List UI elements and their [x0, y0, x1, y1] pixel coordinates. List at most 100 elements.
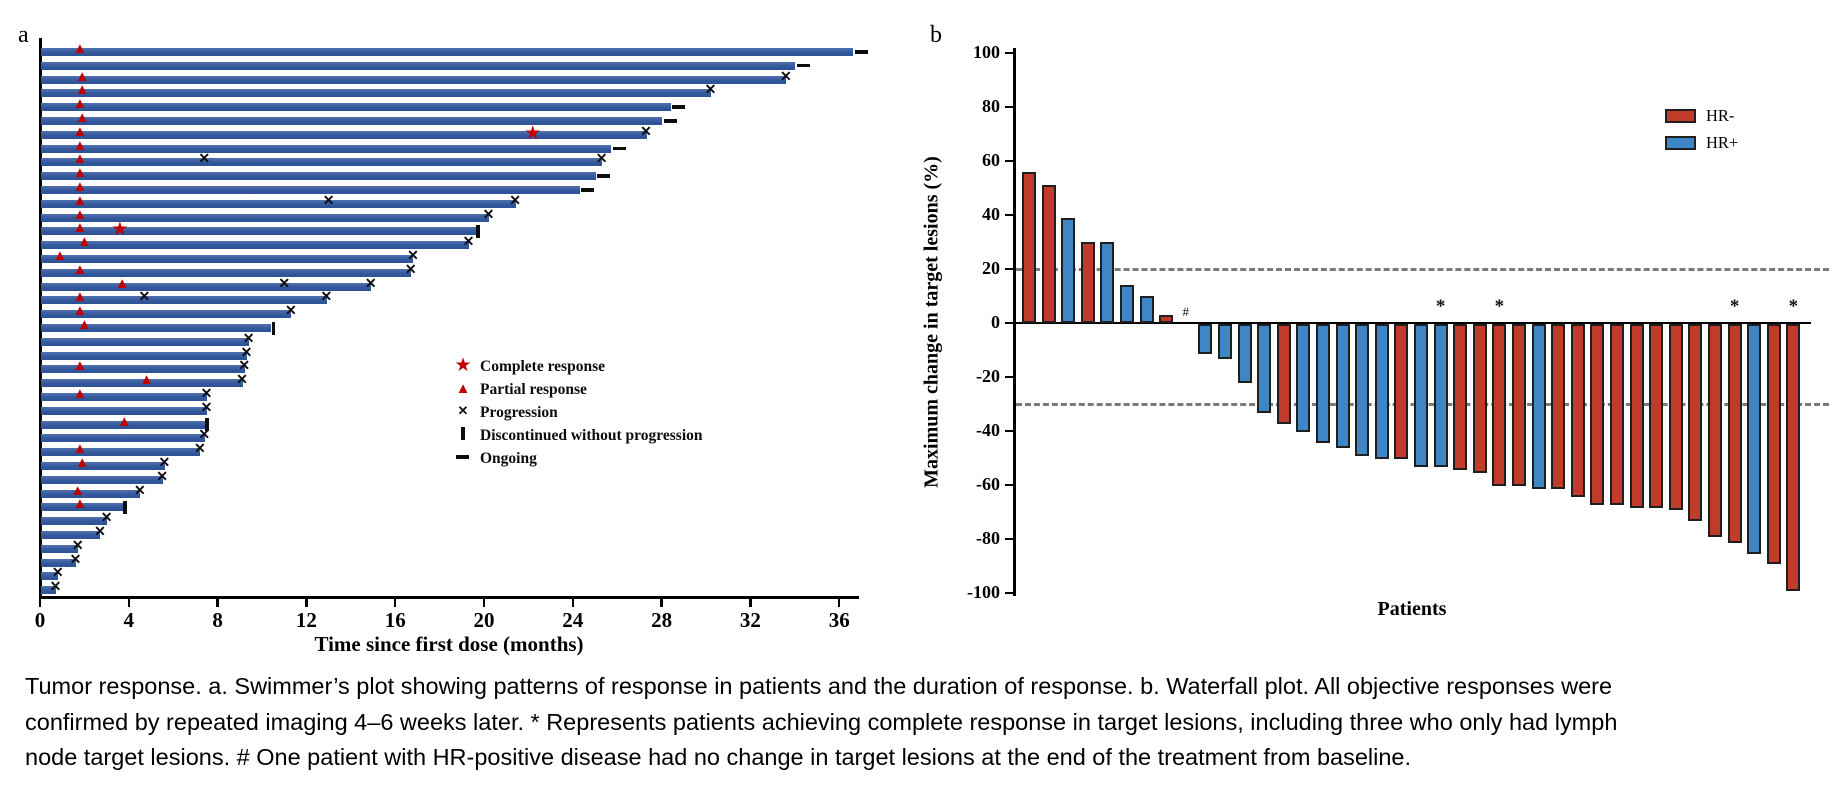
waterfall-bar — [1610, 324, 1624, 505]
waterfall-y-tick — [1005, 267, 1013, 271]
waterfall-bar — [1512, 324, 1526, 486]
waterfall-bar — [1100, 242, 1115, 323]
swimmer-x-tick-label: 36 — [828, 608, 850, 632]
swimmer-bar — [40, 103, 671, 112]
waterfall-bar — [1727, 324, 1742, 543]
hr-positive-legend-swatch — [1665, 136, 1696, 150]
figure-caption: Tumor response. a. Swimmer’s plot showin… — [25, 669, 1820, 776]
swimmer-bar — [40, 586, 57, 595]
waterfall-bar — [1120, 285, 1134, 323]
swimmer-x-tick — [837, 598, 841, 607]
legend-label-progression: Progression — [480, 404, 558, 421]
waterfall-bar — [1296, 324, 1311, 432]
swimmer-bar — [40, 144, 612, 153]
progression-legend-icon: ✕ — [457, 403, 469, 418]
waterfall-bar — [1747, 324, 1762, 554]
partial-response-marker: ▲ — [72, 261, 88, 278]
waterfall-y-tick — [1005, 321, 1013, 325]
swimmer-bar — [40, 572, 59, 581]
progression-marker: ✕ — [200, 400, 213, 416]
waterfall-bar — [1531, 324, 1546, 489]
progression-marker: ✕ — [780, 69, 792, 85]
partial-response-marker: ▲ — [72, 41, 88, 57]
partial-response-marker: ▲ — [72, 165, 88, 182]
progression-marker: ✕ — [704, 83, 717, 99]
progression-marker: ✕ — [322, 193, 335, 209]
ongoing-marker — [854, 50, 868, 54]
ongoing-marker — [663, 119, 677, 123]
swimmer-x-tick — [660, 598, 663, 607]
ongoing-marker — [612, 146, 626, 151]
swimmer-bar — [40, 351, 247, 360]
swimmer-x-tick — [749, 598, 752, 607]
partial-response-marker: ▲ — [72, 123, 88, 140]
swimmer-bar — [40, 89, 711, 98]
progression-marker: ✕ — [640, 124, 652, 140]
waterfall-bar — [1374, 324, 1389, 459]
waterfall-y-tick-label: 100 — [973, 42, 1000, 62]
partial-response-marker: ▲ — [72, 386, 88, 402]
swimmer-bar — [40, 365, 245, 374]
waterfall-y-tick — [1005, 213, 1013, 217]
partial-response-marker: ▲ — [76, 317, 92, 333]
partial-response-marker: ▲ — [72, 96, 88, 113]
swimmer-bar — [40, 227, 476, 236]
waterfall-y-tick-label: 40 — [982, 204, 1000, 224]
swimmer-x-tick-label: 24 — [562, 608, 584, 632]
ongoing-legend-icon — [456, 455, 469, 459]
waterfall-y-tick-label: 80 — [982, 96, 1000, 116]
waterfall-y-tick — [1005, 537, 1013, 541]
waterfall-zero-line — [1015, 321, 1811, 325]
caption-line: Tumor response. a. Swimmer’s plot showin… — [25, 673, 1613, 699]
swimmer-bar — [40, 117, 663, 125]
swimmer-bar — [40, 448, 201, 457]
waterfall-bar — [1257, 324, 1272, 414]
waterfall-bar — [1649, 324, 1664, 508]
waterfall-y-tick — [1005, 51, 1013, 55]
waterfall-bar — [1708, 324, 1722, 538]
legend-label-hr-negative: HR- — [1706, 106, 1735, 125]
ongoing-marker — [597, 174, 610, 178]
progression-marker: ✕ — [240, 345, 253, 361]
swimmer-bar — [40, 503, 123, 512]
complete-response-legend-icon: ★ — [454, 355, 472, 376]
partial-response-marker: ▲ — [74, 110, 90, 126]
swimmer-x-tick-label: 32 — [739, 608, 761, 632]
panel-b-label: b — [930, 22, 942, 48]
asterisk-annotation: * — [1435, 296, 1446, 317]
progression-marker: ✕ — [198, 428, 211, 444]
progression-marker: ✕ — [49, 580, 62, 596]
partial-response-legend-icon: ▲ — [455, 381, 471, 397]
waterfall-y-tick — [1005, 375, 1013, 379]
swimmer-x-tick — [482, 598, 486, 607]
swimmer-bar — [40, 462, 165, 470]
partial-response-marker: ▲ — [72, 358, 88, 375]
swimmer-bar — [40, 558, 77, 567]
hr-negative-legend-swatch — [1665, 109, 1696, 123]
asterisk-annotation: * — [1788, 296, 1799, 317]
waterfall-y-tick-label: -80 — [976, 528, 1000, 548]
waterfall-bar — [1433, 324, 1448, 468]
waterfall-bar — [1551, 324, 1566, 489]
swimmer-x-tick — [216, 598, 219, 607]
waterfall-bar — [1394, 324, 1409, 459]
progression-marker: ✕ — [198, 152, 211, 168]
hash-annotation: # — [1182, 304, 1190, 319]
progression-marker: ✕ — [94, 525, 106, 540]
partial-response-marker: ▲ — [52, 248, 68, 264]
waterfall-y-tick-label: -40 — [976, 420, 1000, 440]
legend-label-partial-response: Partial response — [480, 381, 587, 398]
waterfall-y-tick-label: -100 — [967, 582, 1000, 602]
complete-response-marker: ★ — [524, 122, 542, 144]
reference-dashed-line — [1016, 267, 1829, 271]
swimmer-plot: 0 4 8 12 16 20 24 28 32 36 ▲ ✕ ▲ ✕ ▲ ▲ ▲ ✕ ▲ ★ ▲ ✕ ▲ ✕ ▲ ▲ ✕ ▲ ✕ ✕ ▲ ▲ ★… — [0, 0, 900, 660]
swimmer-bar — [40, 517, 108, 526]
progression-marker: ✕ — [138, 290, 151, 306]
swimmer-bar — [40, 337, 250, 346]
progression-marker: ✕ — [407, 249, 419, 264]
swimmer-x-tick — [38, 598, 42, 607]
partial-response-marker: ▲ — [72, 137, 88, 154]
legend-label-discontinued: Discontinued without progression — [480, 427, 703, 444]
caption-line: node target lesions. # One patient with … — [25, 744, 1412, 770]
swimmer-x-tick — [127, 598, 131, 607]
